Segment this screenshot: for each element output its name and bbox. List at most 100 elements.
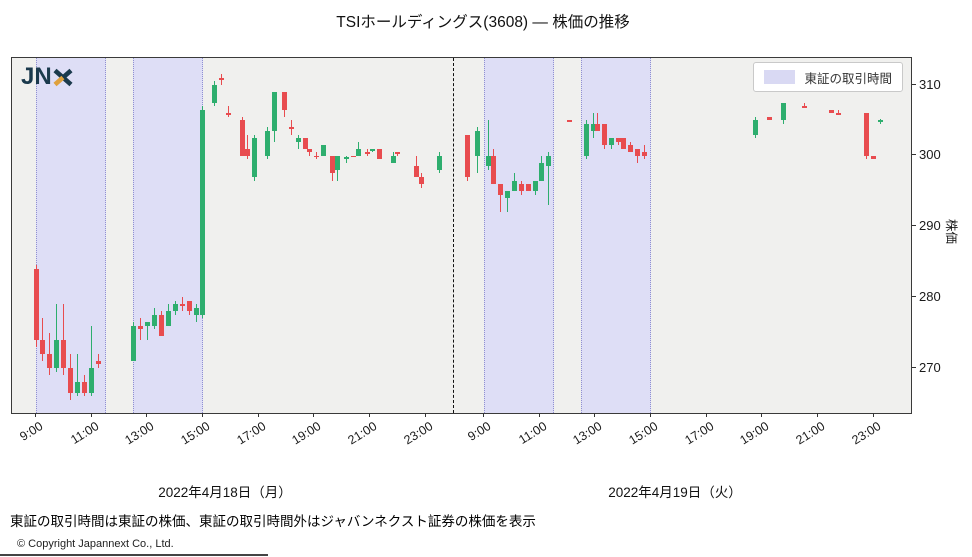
candle-body xyxy=(54,339,60,368)
candle-wick xyxy=(77,353,79,397)
tse-session-band xyxy=(581,58,651,413)
candle-body xyxy=(158,314,164,337)
x-tick-mark xyxy=(313,413,315,417)
y-tick-mark xyxy=(912,295,916,297)
candle-wick xyxy=(246,134,248,160)
y-tick-mark xyxy=(912,225,916,226)
candle-body xyxy=(413,166,419,177)
x-tick-mark xyxy=(146,413,148,417)
candle-body xyxy=(567,120,573,122)
candle-body xyxy=(82,382,88,393)
y-tick-mark xyxy=(912,83,916,85)
x-tick-mark xyxy=(705,413,707,417)
x-tick-label: 23:00 xyxy=(849,419,884,448)
candle-body xyxy=(486,155,492,167)
x-tick-mark xyxy=(816,413,818,417)
candle-body xyxy=(602,123,608,146)
candle-body xyxy=(766,116,772,121)
x-tick-label: 11:00 xyxy=(515,419,550,447)
candle-body xyxy=(504,191,510,199)
tse-session-band xyxy=(133,58,203,413)
candle-wick xyxy=(618,138,620,146)
candle-body xyxy=(295,138,301,142)
bottom-edge-line xyxy=(0,554,268,556)
candle-wick xyxy=(838,109,840,114)
jnx-logo-text: JN xyxy=(21,63,52,90)
x-tick-mark xyxy=(872,413,874,417)
candle-body xyxy=(330,155,336,174)
candle-body xyxy=(583,123,589,156)
candle-body xyxy=(546,155,552,167)
candle-wick xyxy=(548,152,550,206)
x-tick-mark xyxy=(90,413,92,417)
candle-body xyxy=(539,162,545,181)
candle-wick xyxy=(357,141,359,156)
candle-wick xyxy=(56,304,58,372)
copyright-text: © Copyright Japannext Co., Ltd. xyxy=(17,538,174,550)
candle-body xyxy=(302,138,308,149)
candle-body xyxy=(511,180,517,192)
day-separator-line xyxy=(453,58,455,413)
tse-session-band xyxy=(36,58,106,413)
candle-body xyxy=(525,184,531,192)
candle-body xyxy=(390,155,396,163)
candle-body xyxy=(518,184,524,192)
candle-wick xyxy=(221,74,223,85)
candle-body xyxy=(497,184,503,195)
candle-wick xyxy=(636,148,638,163)
x-tick-label: 15:00 xyxy=(178,419,213,448)
x-tick-mark xyxy=(761,413,763,417)
legend-label: 東証の取引時間 xyxy=(804,71,892,86)
date-label-day2: 2022年4月19日（火） xyxy=(608,485,742,500)
candle-body xyxy=(418,176,424,185)
tse-session-band xyxy=(484,58,554,413)
chart-title: TSIホールディングス(3608) ― 株価の推移 xyxy=(336,14,630,31)
candle-body xyxy=(165,311,171,326)
candle-body xyxy=(172,304,178,312)
x-tick-label: 21:00 xyxy=(793,419,828,448)
x-tick-label: 15:00 xyxy=(626,419,661,448)
candle-body xyxy=(288,127,294,130)
candle-body xyxy=(75,382,81,393)
y-tick-mark xyxy=(912,154,916,156)
x-tick-label: 9:00 xyxy=(17,419,46,444)
candle-body xyxy=(437,155,443,170)
candle-body xyxy=(801,106,807,108)
candle-wick xyxy=(139,318,141,340)
candle-body xyxy=(251,138,257,177)
candle-wick xyxy=(346,155,348,163)
candle-wick xyxy=(397,152,399,156)
x-tick-label: 9:00 xyxy=(465,419,494,444)
candle-body xyxy=(641,152,647,156)
x-tick-label: 17:00 xyxy=(234,419,269,448)
candle-body xyxy=(61,339,67,368)
x-tick-mark xyxy=(538,413,540,417)
candle-body xyxy=(130,325,136,361)
candle-body xyxy=(836,113,842,115)
candle-body xyxy=(829,109,835,114)
x-tick-label: 17:00 xyxy=(682,419,717,448)
candle-wick xyxy=(643,145,645,160)
candle-body xyxy=(226,113,231,115)
y-tick-label: 290 xyxy=(919,218,941,233)
candle-wick xyxy=(597,113,599,131)
x-tick-mark xyxy=(35,413,36,417)
candle-body xyxy=(137,325,143,330)
y-tick-label: 270 xyxy=(919,359,941,375)
candle-body xyxy=(369,148,375,151)
candle-body xyxy=(752,120,758,135)
candle-body xyxy=(376,148,382,160)
x-tick-mark xyxy=(424,413,426,417)
candle-body xyxy=(355,148,361,156)
x-tick-mark xyxy=(483,413,484,417)
candle-body xyxy=(96,360,102,365)
candle-body xyxy=(490,155,496,185)
candle-body xyxy=(89,368,95,393)
candle-wick xyxy=(309,148,311,156)
candle-body xyxy=(47,353,53,368)
legend-swatch-tse-hours xyxy=(764,70,796,84)
jnx-logo-x-icon xyxy=(53,68,73,86)
candle-wick xyxy=(488,120,490,170)
candle-body xyxy=(864,113,870,156)
candle-body xyxy=(590,123,596,131)
